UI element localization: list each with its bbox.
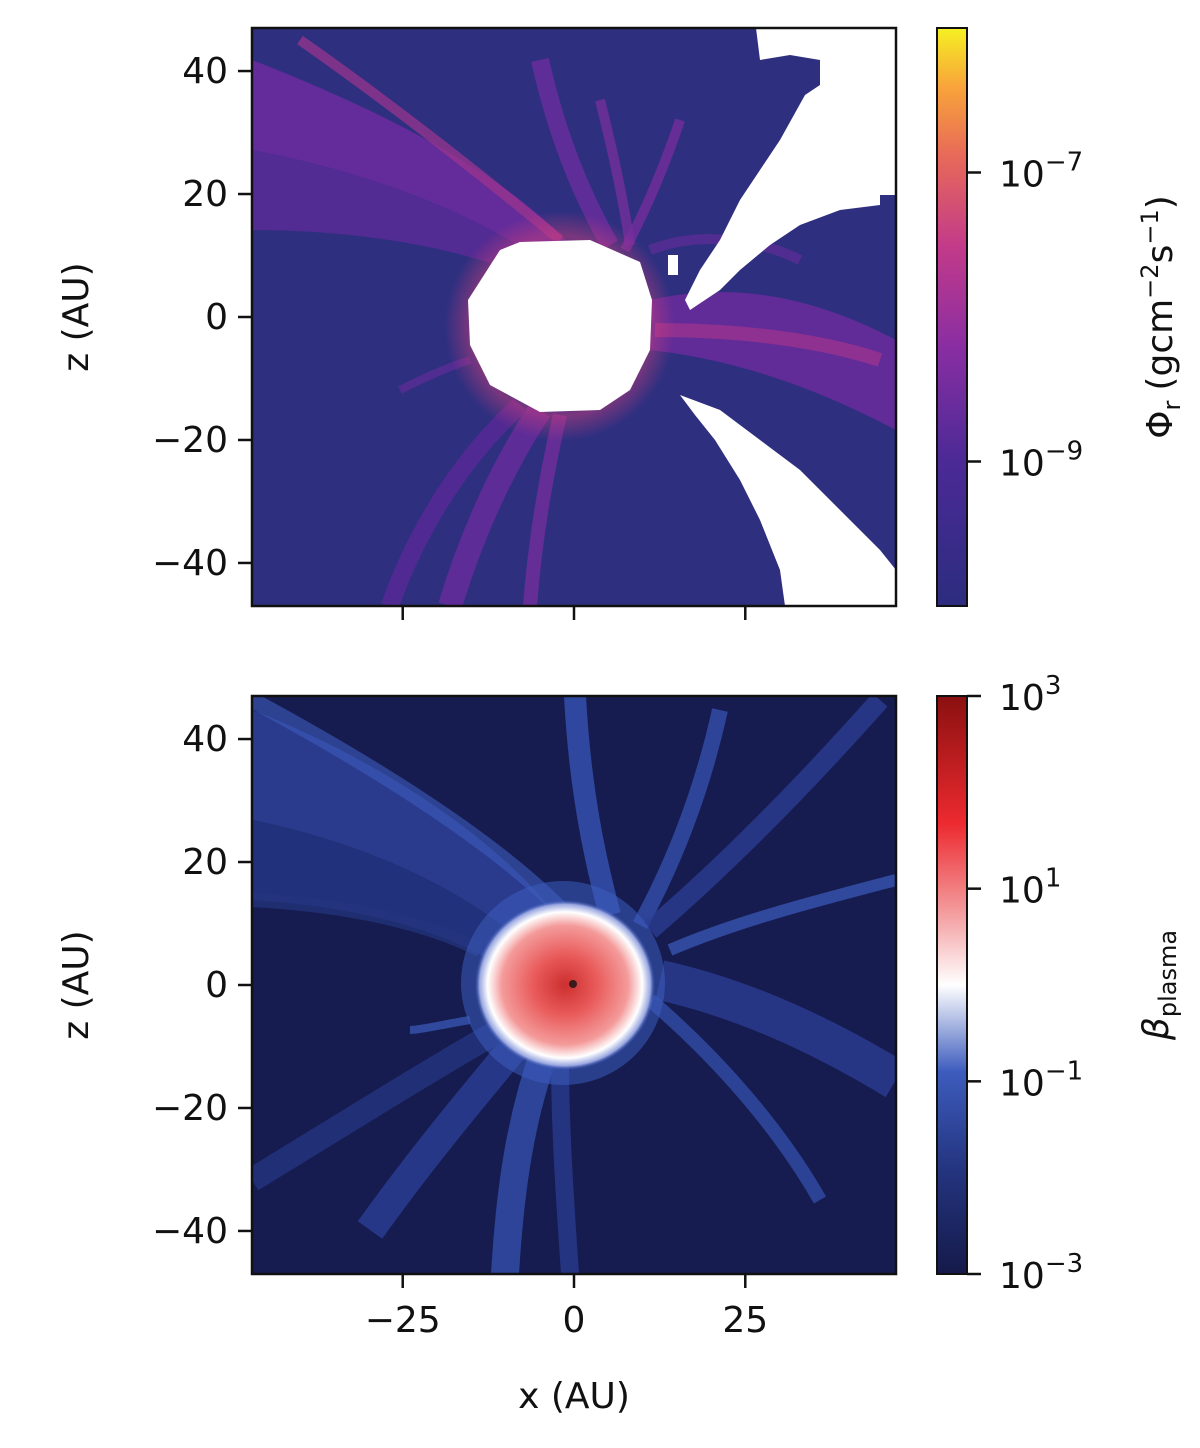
colorbar-tick-label: 10−3 xyxy=(999,1249,1083,1297)
top-panel: −40 −20 0 20 40 z (AU) 10−7 10−9 Φr(gcm−2s−1) xyxy=(56,26,1186,620)
x-tick-label: 25 xyxy=(722,1300,768,1341)
top-colorbar-label: Φr(gcm−2s−1) xyxy=(1136,195,1186,439)
bottom-x-axis-label: x (AU) xyxy=(518,1376,630,1417)
y-tick-label: −40 xyxy=(152,1211,228,1252)
x-tick-label: 0 xyxy=(563,1300,586,1341)
colorbar-tick-label: 103 xyxy=(999,671,1061,719)
bottom-heatmap-image xyxy=(252,696,896,1274)
bottom-y-axis: −40 −20 0 20 40 xyxy=(152,719,252,1252)
y-tick-label: 20 xyxy=(182,842,228,883)
colorbar-tick-label: 10−9 xyxy=(999,437,1083,485)
colorbar-tick-label: 10−1 xyxy=(999,1056,1083,1104)
y-tick-label: −20 xyxy=(152,420,228,461)
y-tick-label: 20 xyxy=(182,174,228,215)
bottom-y-axis-label: z (AU) xyxy=(56,930,97,1039)
top-central-blank xyxy=(468,240,652,412)
top-colorbar xyxy=(936,27,968,607)
y-tick-label: 40 xyxy=(182,719,228,760)
bottom-colorbar xyxy=(936,695,968,1275)
top-heatmap-image xyxy=(252,28,896,606)
colorbar-tick-label: 10−7 xyxy=(999,148,1083,196)
colorbar-tick-label: 101 xyxy=(999,864,1061,912)
top-y-axis-label: z (AU) xyxy=(56,262,97,371)
bottom-core xyxy=(475,900,655,1070)
top-colorbar-ticks: 10−7 10−9 xyxy=(967,148,1083,485)
top-lower-right-blank xyxy=(680,395,896,606)
y-tick-label: −40 xyxy=(152,543,228,584)
bottom-x-axis: −25 0 25 xyxy=(365,1274,768,1341)
bottom-colorbar-ticks: 103 101 10−1 10−3 xyxy=(967,671,1083,1297)
x-tick-label: −25 xyxy=(365,1300,441,1341)
y-tick-label: −20 xyxy=(152,1088,228,1129)
top-y-axis: −40 −20 0 20 40 xyxy=(152,51,252,584)
top-upper-right-blank xyxy=(685,28,896,310)
bottom-colorbar-label: βplasma xyxy=(1136,930,1182,1041)
y-tick-label: 40 xyxy=(182,51,228,92)
y-tick-label: 0 xyxy=(205,297,228,338)
y-tick-label: 0 xyxy=(205,965,228,1006)
top-x-axis xyxy=(401,606,747,620)
